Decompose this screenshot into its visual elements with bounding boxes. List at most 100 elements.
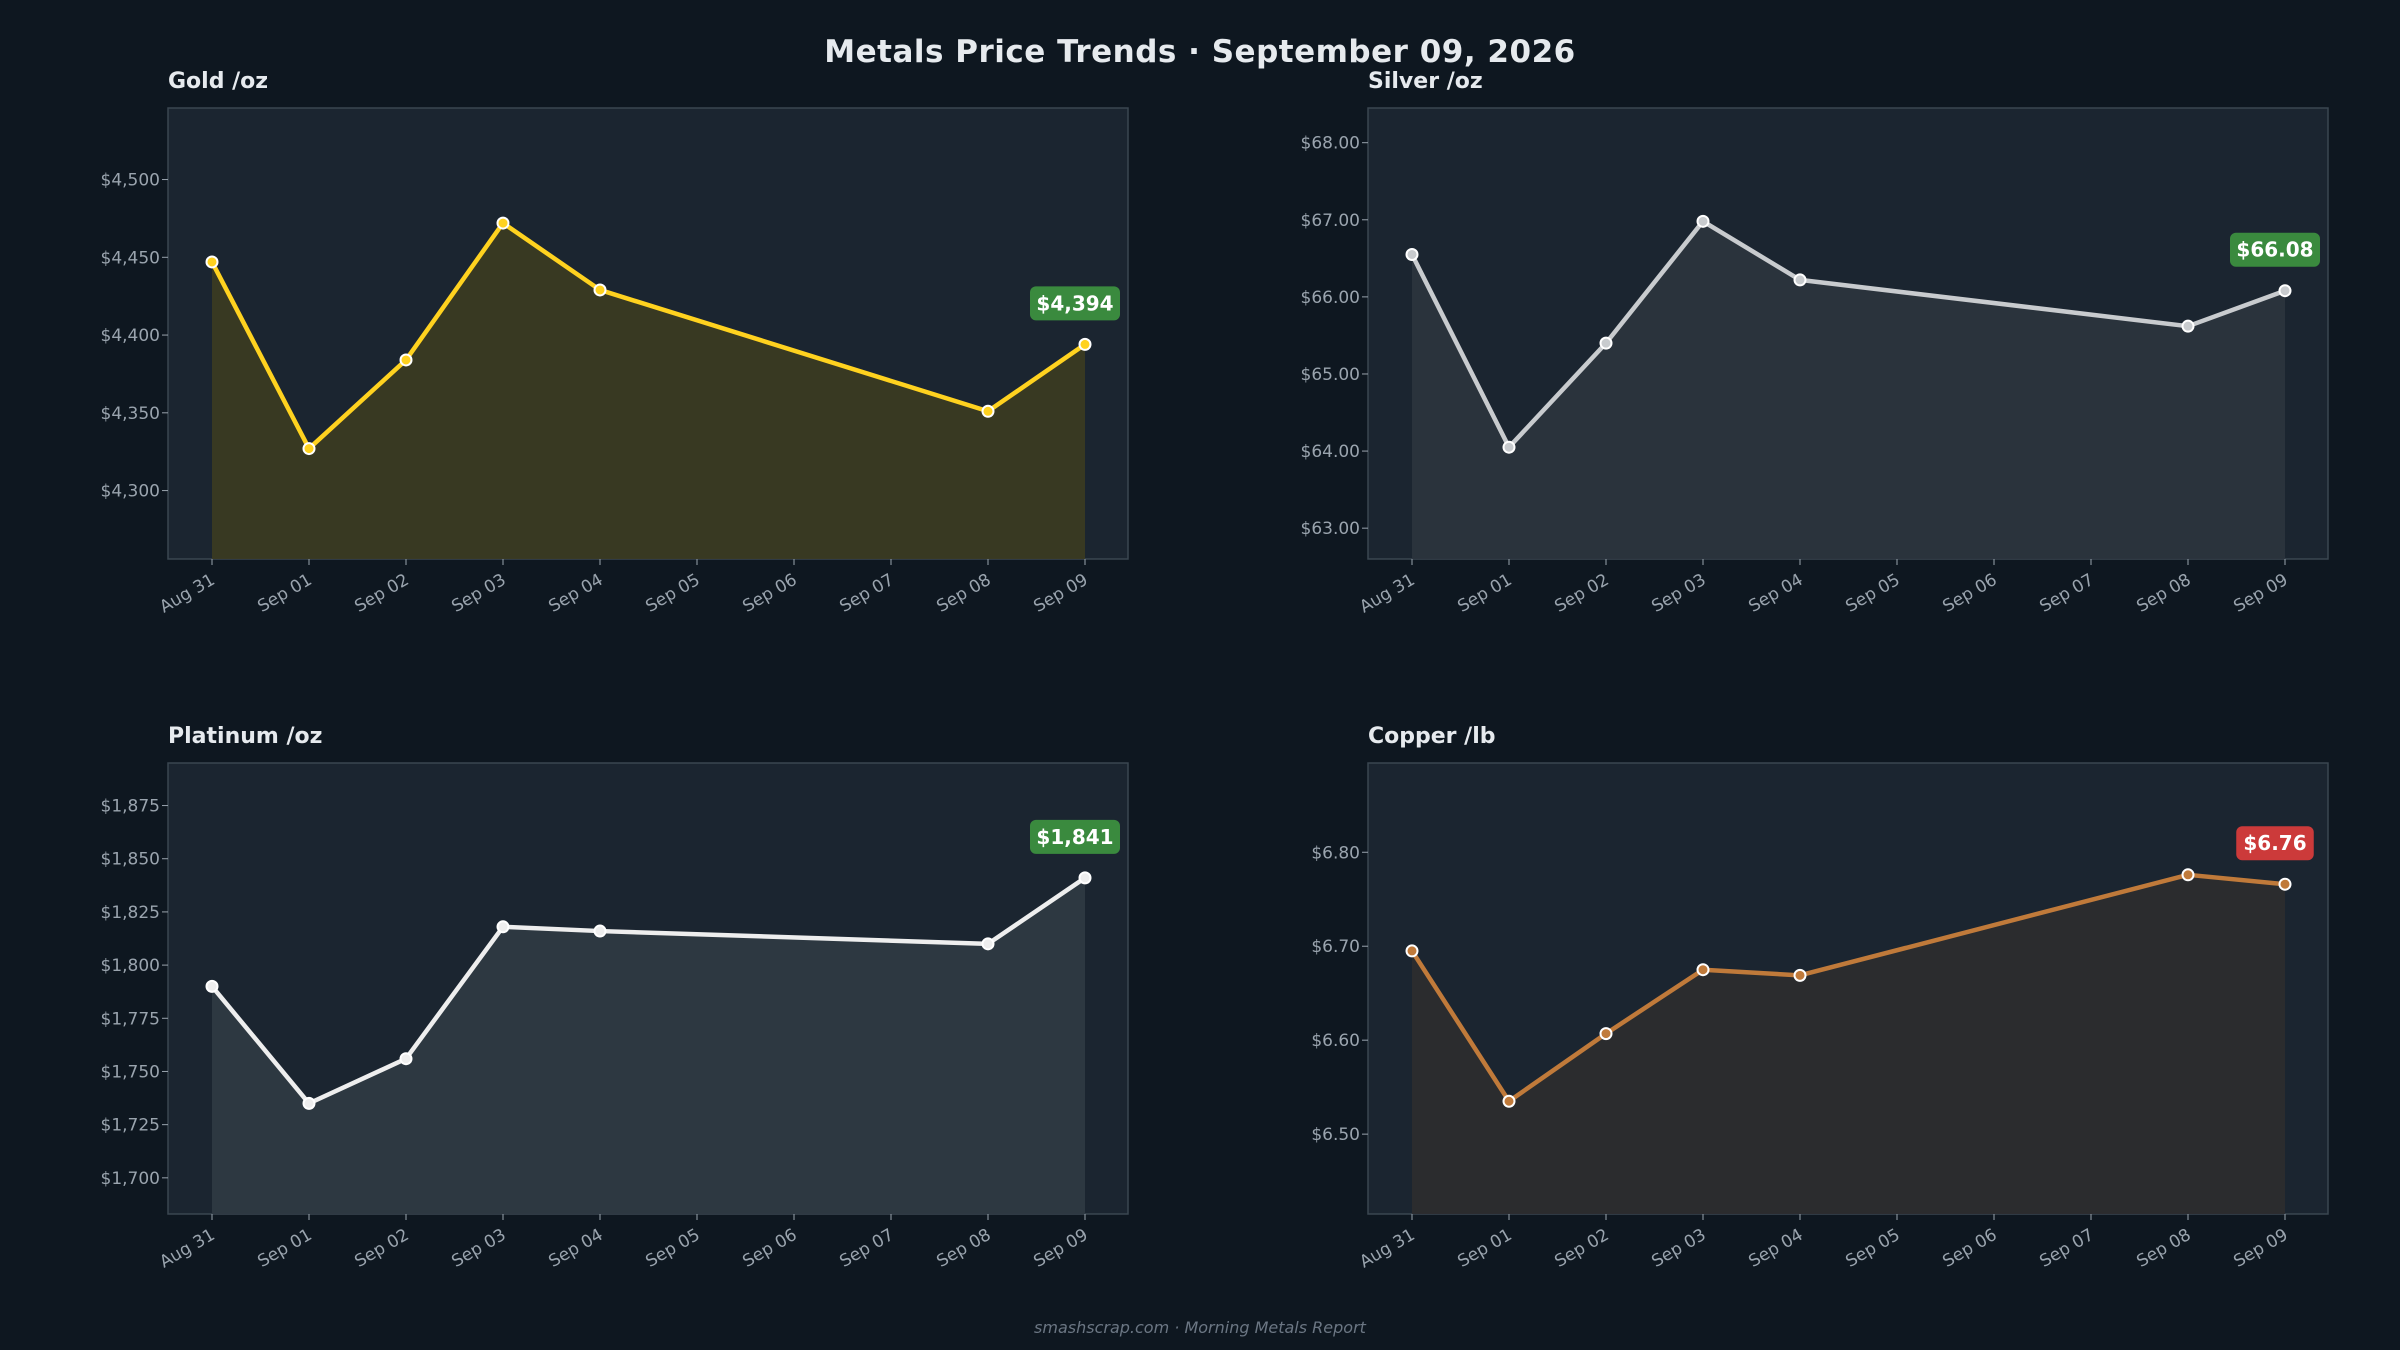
- last-value-label: $1,841: [1036, 825, 1113, 849]
- data-point: [205, 979, 219, 993]
- x-tick-label: Sep 05: [642, 1225, 703, 1272]
- last-value-label: $66.08: [2236, 238, 2313, 262]
- data-point: [399, 353, 413, 367]
- last-value-badge: [1030, 819, 1120, 854]
- x-tick-label: Sep 06: [1939, 570, 2000, 617]
- x-tick-label: Sep 04: [1745, 1225, 1806, 1272]
- y-tick-label: $1,875: [101, 797, 160, 817]
- x-tick-label: Sep 08: [933, 570, 994, 617]
- data-point: [981, 404, 995, 418]
- y-tick-label: $6.80: [1311, 843, 1360, 863]
- chart-copper: Copper /lb $6.50 $6.60 $6.70 $6.80 Aug 31 Sep …: [1311, 724, 2329, 1272]
- x-tick-label: Sep 05: [642, 570, 703, 617]
- y-tick-label: $64.00: [1301, 442, 1360, 462]
- y-tick-label: $4,350: [101, 404, 160, 424]
- y-tick-label: $1,825: [101, 903, 160, 923]
- data-point: [496, 920, 510, 934]
- x-tick-label: Sep 09: [1030, 1225, 1091, 1272]
- x-tick-label: Sep 03: [448, 570, 509, 617]
- y-tick-label: $6.50: [1311, 1125, 1360, 1145]
- data-point: [593, 283, 607, 297]
- x-tick-label: Sep 06: [739, 570, 800, 617]
- x-tick-label: Sep 05: [1842, 570, 1903, 617]
- x-tick-label: Sep 01: [1454, 1225, 1515, 1272]
- y-tick-label: $68.00: [1301, 134, 1360, 154]
- x-tick-label: Aug 31: [156, 570, 218, 617]
- x-tick-label: Sep 02: [1551, 1225, 1612, 1272]
- series-area: [212, 877, 1085, 1214]
- data-point: [496, 216, 510, 230]
- data-point: [399, 1052, 413, 1066]
- data-point: [1502, 1094, 1516, 1108]
- last-value-badge: [2230, 232, 2320, 267]
- x-tick-label: Sep 01: [254, 570, 315, 617]
- x-tick-label: Sep 04: [545, 1225, 606, 1272]
- chart-title: Copper /lb: [1368, 724, 1496, 749]
- data-point: [2278, 877, 2292, 891]
- y-tick-label: $63.00: [1301, 519, 1360, 539]
- data-point: [205, 255, 219, 269]
- y-tick-label: $1,700: [101, 1169, 160, 1189]
- data-point: [302, 442, 316, 456]
- y-tick-label: $4,500: [101, 171, 160, 191]
- x-tick-label: Sep 09: [2230, 1225, 2291, 1272]
- y-tick-label: $65.00: [1301, 365, 1360, 385]
- x-tick-label: Sep 09: [2230, 570, 2291, 617]
- footer-credit: smashscrap.com · Morning Metals Report: [1034, 1318, 1366, 1337]
- x-tick-label: Sep 07: [836, 570, 897, 617]
- last-value-badge: [2236, 826, 2314, 861]
- data-point: [1696, 214, 1710, 228]
- chart-platinum: Platinum /oz $1,700 $1,725 $1,750 $1,775 $1,8…: [101, 724, 1129, 1272]
- x-tick-label: Sep 08: [933, 1225, 994, 1272]
- data-point: [2278, 284, 2292, 298]
- y-tick-label: $4,450: [101, 248, 160, 268]
- x-tick-label: Sep 07: [2036, 1225, 2097, 1272]
- y-tick-label: $1,850: [101, 850, 160, 870]
- data-point: [593, 924, 607, 938]
- series-area: [1412, 874, 2285, 1214]
- y-tick-label: $66.00: [1301, 288, 1360, 308]
- last-value-label: $6.76: [2243, 831, 2306, 855]
- chart-gold: Gold /oz $4,300 $4,350 $4,400 $4,450 $4,500 Au…: [101, 69, 1129, 617]
- x-tick-label: Sep 03: [1648, 1225, 1709, 1272]
- y-tick-label: $67.00: [1301, 211, 1360, 231]
- data-point: [2181, 319, 2195, 333]
- data-point: [302, 1096, 316, 1110]
- series-area: [1412, 221, 2285, 560]
- data-point: [1696, 963, 1710, 977]
- x-tick-label: Aug 31: [1356, 1225, 1418, 1272]
- x-tick-label: Aug 31: [156, 1225, 218, 1272]
- series-area: [212, 223, 1085, 559]
- x-tick-label: Sep 06: [1939, 1225, 2000, 1272]
- x-tick-label: Sep 04: [545, 570, 606, 617]
- data-point: [1502, 440, 1516, 454]
- y-tick-label: $4,400: [101, 326, 160, 346]
- data-point: [1793, 968, 1807, 982]
- data-point: [1078, 871, 1092, 885]
- x-tick-label: Sep 08: [2133, 570, 2194, 617]
- chart-title: Gold /oz: [168, 69, 268, 94]
- last-value-badge: [1030, 286, 1120, 321]
- x-tick-label: Sep 09: [1030, 570, 1091, 617]
- last-value-label: $4,394: [1036, 291, 1113, 315]
- y-tick-label: $1,775: [101, 1009, 160, 1029]
- chart-title: Platinum /oz: [168, 724, 322, 749]
- x-tick-label: Sep 07: [2036, 570, 2097, 617]
- x-tick-label: Sep 02: [1551, 570, 1612, 617]
- chart-title: Silver /oz: [1368, 69, 1483, 94]
- data-point: [1405, 944, 1419, 958]
- data-point: [1078, 337, 1092, 351]
- x-tick-label: Sep 06: [739, 1225, 800, 1272]
- y-tick-label: $6.70: [1311, 937, 1360, 957]
- x-tick-label: Sep 08: [2133, 1225, 2194, 1272]
- x-tick-label: Sep 01: [1454, 570, 1515, 617]
- data-point: [1793, 273, 1807, 287]
- x-tick-label: Aug 31: [1356, 570, 1418, 617]
- y-tick-label: $6.60: [1311, 1031, 1360, 1051]
- data-point: [981, 937, 995, 951]
- x-tick-label: Sep 07: [836, 1225, 897, 1272]
- page-title: Metals Price Trends · September 09, 2026: [824, 34, 1576, 70]
- y-tick-label: $1,800: [101, 956, 160, 976]
- data-point: [2181, 868, 2195, 882]
